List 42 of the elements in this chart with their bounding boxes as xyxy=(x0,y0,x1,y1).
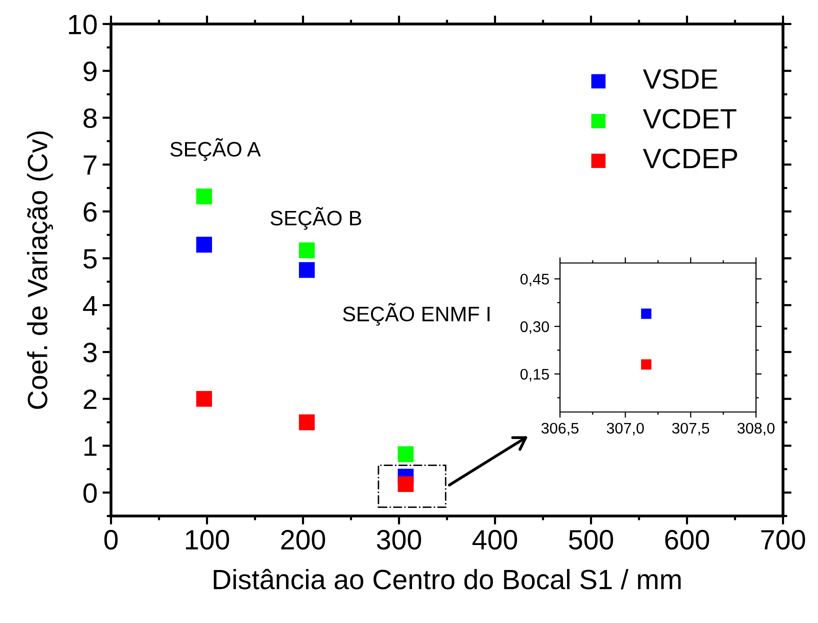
y-tick-label: 0,30 xyxy=(520,321,549,334)
legend-label: VCDEP xyxy=(642,148,738,168)
x-tick-label: 200 xyxy=(281,530,326,550)
y-tick-label: 0,45 xyxy=(520,274,549,286)
y-tick-label: 9 xyxy=(84,62,96,82)
y-tick-label: 7 xyxy=(84,156,96,175)
x-tick-label: 307,0 xyxy=(606,422,644,436)
y-tick-label: 5 xyxy=(83,249,97,269)
x-tick-label: 300 xyxy=(376,530,422,550)
legend-label: VSDE xyxy=(642,69,718,89)
annotation: SEÇÃO B xyxy=(270,206,362,230)
y-axis-title: Coef. de Variação (Cv) xyxy=(27,131,54,409)
y-tick-label: 6 xyxy=(84,202,97,222)
point xyxy=(298,242,315,258)
y-tick-label: 10 xyxy=(69,14,97,34)
legend-label: VCDET xyxy=(642,108,736,129)
x-tick-label: 0 xyxy=(104,530,118,550)
annotation: SEÇÃO A xyxy=(170,138,261,161)
y-tick-label: 8 xyxy=(84,108,97,128)
x-tick-label: 500 xyxy=(568,530,614,550)
x-tick-label: 100 xyxy=(186,530,230,550)
y-tick-label: 4 xyxy=(82,296,97,316)
x-tick-label: 307,5 xyxy=(672,422,710,436)
point xyxy=(298,262,315,278)
point xyxy=(298,414,315,430)
x-tick-label: 700 xyxy=(761,530,806,550)
point xyxy=(398,446,414,462)
point xyxy=(196,188,212,204)
x-tick-label: 400 xyxy=(472,530,518,550)
annotation: SEÇÃO ENMF I xyxy=(343,302,490,326)
point xyxy=(398,476,414,492)
point xyxy=(196,236,212,253)
y-tick-label: 0 xyxy=(83,483,97,503)
y-tick-label: 1 xyxy=(84,436,96,456)
y-tick-label: 2 xyxy=(84,390,96,409)
x-tick-label: 308,0 xyxy=(737,422,775,436)
x-axis-title: Distância ao Centro do Bocal S1 / mm xyxy=(214,568,681,590)
point xyxy=(196,390,212,407)
x-tick-label: 600 xyxy=(665,530,710,550)
y-tick-label: 3 xyxy=(83,342,97,362)
x-tick-label: 306,5 xyxy=(541,422,578,436)
y-tick-label: 0,15 xyxy=(520,368,549,382)
